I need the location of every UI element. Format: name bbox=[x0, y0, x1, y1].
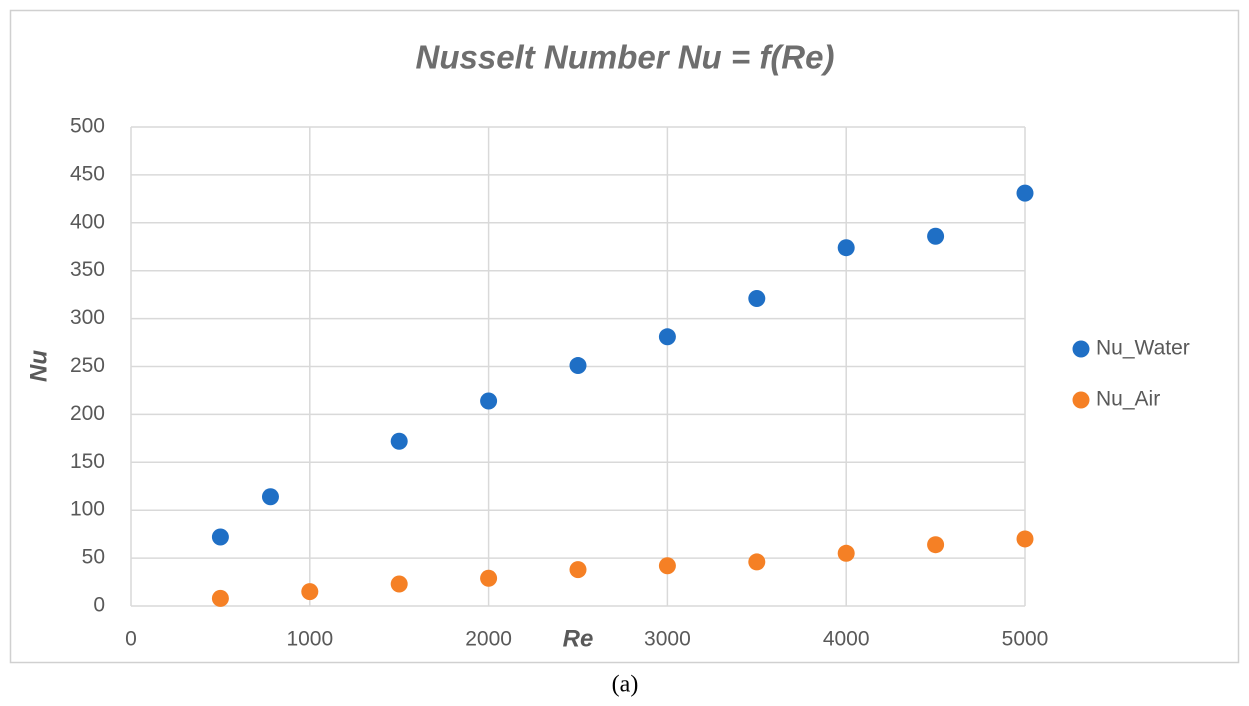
y-tick-label: 400 bbox=[70, 210, 105, 233]
data-point bbox=[1016, 184, 1034, 202]
data-point bbox=[390, 575, 408, 593]
y-tick-label: 150 bbox=[70, 450, 105, 473]
y-tick-label: 200 bbox=[70, 402, 105, 425]
data-point bbox=[748, 553, 766, 571]
data-point bbox=[261, 488, 279, 506]
y-tick-label: 250 bbox=[70, 354, 105, 377]
y-tick-label: 450 bbox=[70, 162, 105, 185]
x-tick-label: 3000 bbox=[644, 628, 691, 651]
y-tick-label: 0 bbox=[93, 594, 105, 617]
data-point bbox=[480, 392, 498, 410]
legend-marker bbox=[1072, 340, 1090, 358]
data-point bbox=[748, 289, 766, 307]
data-point bbox=[658, 557, 676, 575]
data-point bbox=[480, 569, 498, 587]
x-tick-label: 4000 bbox=[823, 628, 870, 651]
data-point bbox=[1016, 530, 1034, 548]
data-point bbox=[390, 432, 408, 450]
data-point bbox=[569, 561, 587, 579]
x-tick-label: 1000 bbox=[286, 628, 333, 651]
data-point bbox=[927, 536, 945, 554]
legend-label: Nu_Water bbox=[1096, 337, 1190, 360]
data-point bbox=[837, 239, 855, 257]
x-tick-label: 5000 bbox=[1002, 628, 1049, 651]
chart-border bbox=[9, 9, 1240, 664]
caption: (a) bbox=[612, 672, 639, 698]
y-axis-label: Nu bbox=[25, 350, 52, 382]
y-tick-label: 50 bbox=[82, 546, 105, 569]
data-point bbox=[211, 589, 229, 607]
data-point bbox=[569, 357, 587, 375]
legend-label: Nu_Air bbox=[1096, 388, 1160, 411]
data-point bbox=[837, 544, 855, 562]
y-tick-label: 100 bbox=[70, 498, 105, 521]
data-point bbox=[301, 583, 319, 601]
legend-marker bbox=[1072, 391, 1090, 409]
y-tick-label: 300 bbox=[70, 306, 105, 329]
x-axis-label: Re bbox=[563, 625, 594, 652]
data-point bbox=[211, 528, 229, 546]
y-tick-label: 500 bbox=[70, 115, 105, 138]
x-tick-label: 0 bbox=[125, 628, 137, 651]
x-tick-label: 2000 bbox=[465, 628, 512, 651]
data-point bbox=[658, 328, 676, 346]
chart-title: Nusselt Number Nu = f(Re) bbox=[416, 39, 835, 76]
y-tick-label: 350 bbox=[70, 258, 105, 281]
data-point bbox=[927, 227, 945, 245]
